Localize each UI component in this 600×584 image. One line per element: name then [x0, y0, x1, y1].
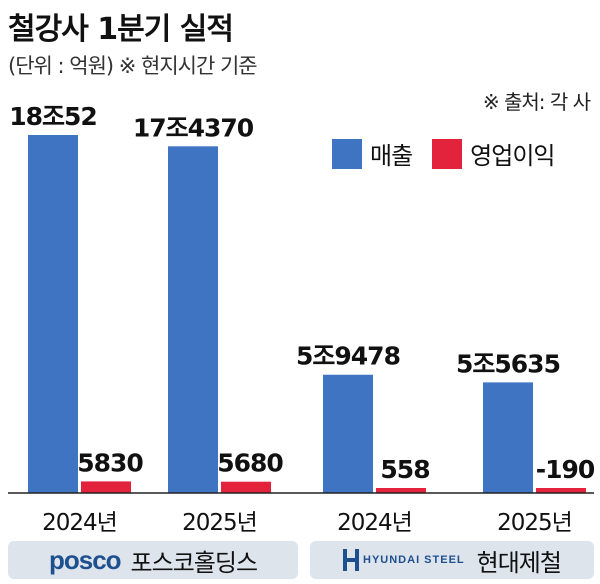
revenue-value-label: 5조5635: [456, 349, 560, 378]
legend-item-op-profit: 영업이익: [432, 136, 556, 171]
revenue-value-label: 5조9478: [296, 342, 400, 371]
company-name-hyundai: 현대제철: [476, 548, 562, 577]
category-tick-label: 2024년: [337, 510, 412, 536]
bar-chart: 18조52 5830 2024년 17조4370 5680 2025년 5조9478 558 2…: [8, 102, 596, 536]
op-profit-value-label: 558: [380, 455, 429, 484]
chart-title: 철강사 1분기 실적: [8, 12, 234, 47]
company-name-posco: 포스코홀딩스: [130, 548, 258, 577]
chart-subtitle: (단위 : 억원) ※ 현지시간 기준: [8, 54, 258, 78]
op-profit-bar: [376, 488, 426, 493]
hyundai-steel-logo-text: HYUNDAI STEEL: [363, 554, 465, 566]
category-tick-label: 2024년: [42, 510, 117, 536]
company-hyundai-band: HYUNDAI STEEL 현대제철: [310, 541, 594, 579]
op-profit-value-label: 5680: [217, 449, 283, 478]
revenue-value-label: 18조52: [9, 102, 97, 131]
legend-label-op-profit: 영업이익: [470, 142, 555, 170]
company-posco-band: posco 포스코홀딩스: [8, 541, 298, 579]
op-profit-value-label: 5830: [77, 448, 143, 477]
posco-logo: posco: [48, 544, 122, 575]
hyundai-steel-mark-icon: [343, 549, 360, 571]
legend-swatch-revenue: [332, 138, 362, 169]
category-tick-label: 2025년: [182, 510, 257, 536]
op-profit-bar: [221, 481, 271, 493]
revenue-bar: [483, 382, 533, 493]
op-profit-bar: [536, 488, 586, 493]
legend-swatch-op-profit: [432, 138, 463, 169]
hyundai-steel-logo: HYUNDAI STEEL: [343, 549, 465, 571]
op-profit-bar: [81, 481, 131, 493]
source-note: ※ 출처: 각 사: [482, 90, 591, 114]
revenue-bar: [168, 146, 218, 493]
revenue-bar: [28, 135, 78, 493]
legend-item-revenue: 매출: [332, 136, 413, 171]
legend: 매출 영업이익: [332, 136, 575, 171]
legend-label-revenue: 매출: [370, 142, 413, 170]
category-tick-label: 2025년: [497, 510, 572, 536]
revenue-bar: [323, 374, 373, 493]
revenue-value-label: 17조4370: [133, 113, 254, 142]
op-profit-value-label: -190: [536, 455, 595, 484]
company-row: posco 포스코홀딩스 HYUNDAI STEEL 현대제철: [0, 541, 600, 581]
